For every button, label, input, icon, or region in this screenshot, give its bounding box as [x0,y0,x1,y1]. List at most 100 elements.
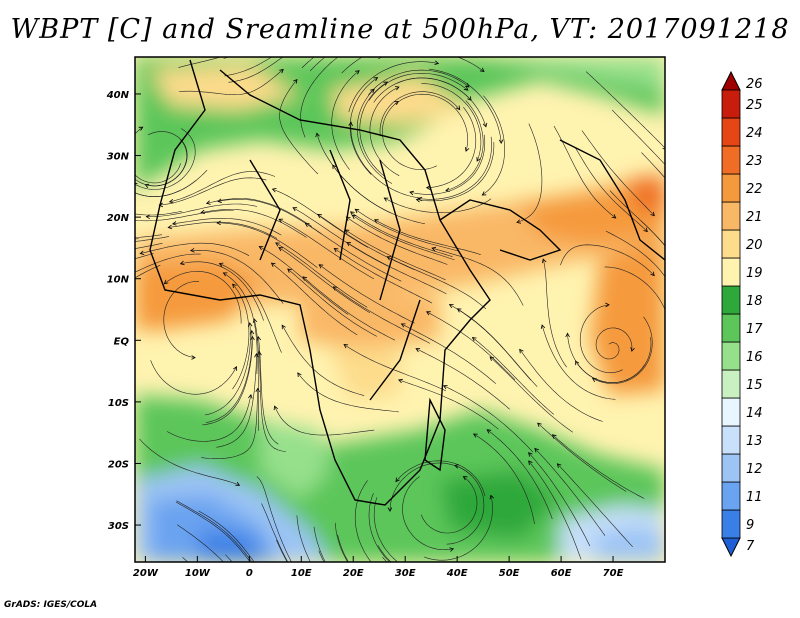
streamline-arrow [293,78,298,84]
streamline [355,209,459,252]
streamline-arrow [394,86,400,91]
streamline [198,510,255,562]
streamline-arrow [63,318,67,321]
streamline [482,95,506,196]
colorbar-segment [721,481,741,511]
streamline [261,503,289,562]
streamline-arrow [343,344,349,349]
streamline [253,318,260,431]
streamline [175,501,251,562]
axis-ticks: 20W 10W 0 10E 20E 30E 40E 50E 60E 70E 40N 30N 20N 10N… [106,90,624,579]
streamline [256,476,292,562]
streamline [350,211,453,257]
streamline [604,266,665,311]
streamline [446,465,485,545]
streamline [396,77,487,127]
streamline-arrow [528,452,533,457]
streamline [178,57,222,68]
streamline [595,327,633,360]
streamline [205,330,253,423]
streamline-arrow [349,47,353,50]
streamline-arrow [409,190,414,196]
streamline [445,100,484,191]
streamlines [44,8,710,615]
streamline [381,101,437,170]
streamline-arrow [319,8,323,11]
colorbar-label: 14 [746,406,763,421]
lat-tick-label: 40N [106,90,130,101]
wbpt-shading [135,57,665,562]
streamline [180,261,264,321]
streamline-arrow [693,312,697,316]
streamline [346,242,447,295]
streamline [223,272,258,375]
streamline [611,109,665,166]
streamline [379,91,460,137]
streamline-arrow [96,288,100,292]
streamline [182,556,189,562]
streamline-arrow [431,246,437,252]
streamline-arrow [235,481,241,486]
colorbar-label: 20 [746,238,763,253]
streamline-arrow [643,227,648,233]
streamline-arrow [252,318,258,323]
streamline-arrow [346,607,350,611]
streamline-arrow [431,574,435,578]
streamline [552,434,645,499]
streamline [349,77,378,175]
streamline-arrow [44,272,48,276]
streamline-arrow [139,250,145,255]
streamline [348,61,439,113]
streamline-arrow [395,477,400,483]
streamline [395,460,486,497]
streamline [537,422,627,492]
streamline-arrow [171,221,177,226]
streamline-arrow [489,356,495,361]
streamline-arrow [297,372,302,378]
streamline-arrow [135,182,138,187]
colorbar-segment [721,425,741,455]
streamline-arrow [415,348,421,353]
streamline-arrow [345,216,351,221]
streamline-arrow [542,258,547,264]
streamline-arrow [556,463,562,468]
streamline [228,57,284,83]
streamline-arrow [425,311,431,316]
streamline-arrow [317,213,322,219]
colorbar-segment [721,453,741,483]
streamline [528,452,591,547]
streamline-arrow [189,248,195,253]
streamline [443,385,534,453]
streamline [374,219,481,255]
colorbar-segment [721,117,741,147]
streamline [135,234,163,239]
streamline-arrow [464,83,470,88]
streamline [402,476,454,551]
streamline-arrow [191,355,196,360]
streamline-arrow [418,577,422,581]
lat-tick-label: EQ [114,336,130,347]
streamline-arrow [333,248,339,253]
streamline [135,302,136,304]
streamline [159,177,267,206]
streamline [418,136,493,200]
streamline [368,493,391,562]
streamline [201,209,307,238]
lon-tick-label: 0 [246,568,253,579]
streamline [333,286,431,344]
colorbar-label: 13 [746,434,763,449]
streamline-arrow [281,324,286,330]
streamline [373,497,399,562]
streamline-arrow [706,238,710,242]
streamline-arrow [233,366,238,371]
streamline-arrow [292,207,298,212]
streamline-arrow [383,81,389,86]
streamline-arrow [222,272,228,277]
streamline [168,221,278,239]
streamline-arrow [254,598,258,602]
streamline-arrow [565,332,570,338]
streamline-arrow [373,611,377,615]
streamline-arrow [217,198,222,203]
streamline [135,169,208,198]
streamline [135,210,234,222]
